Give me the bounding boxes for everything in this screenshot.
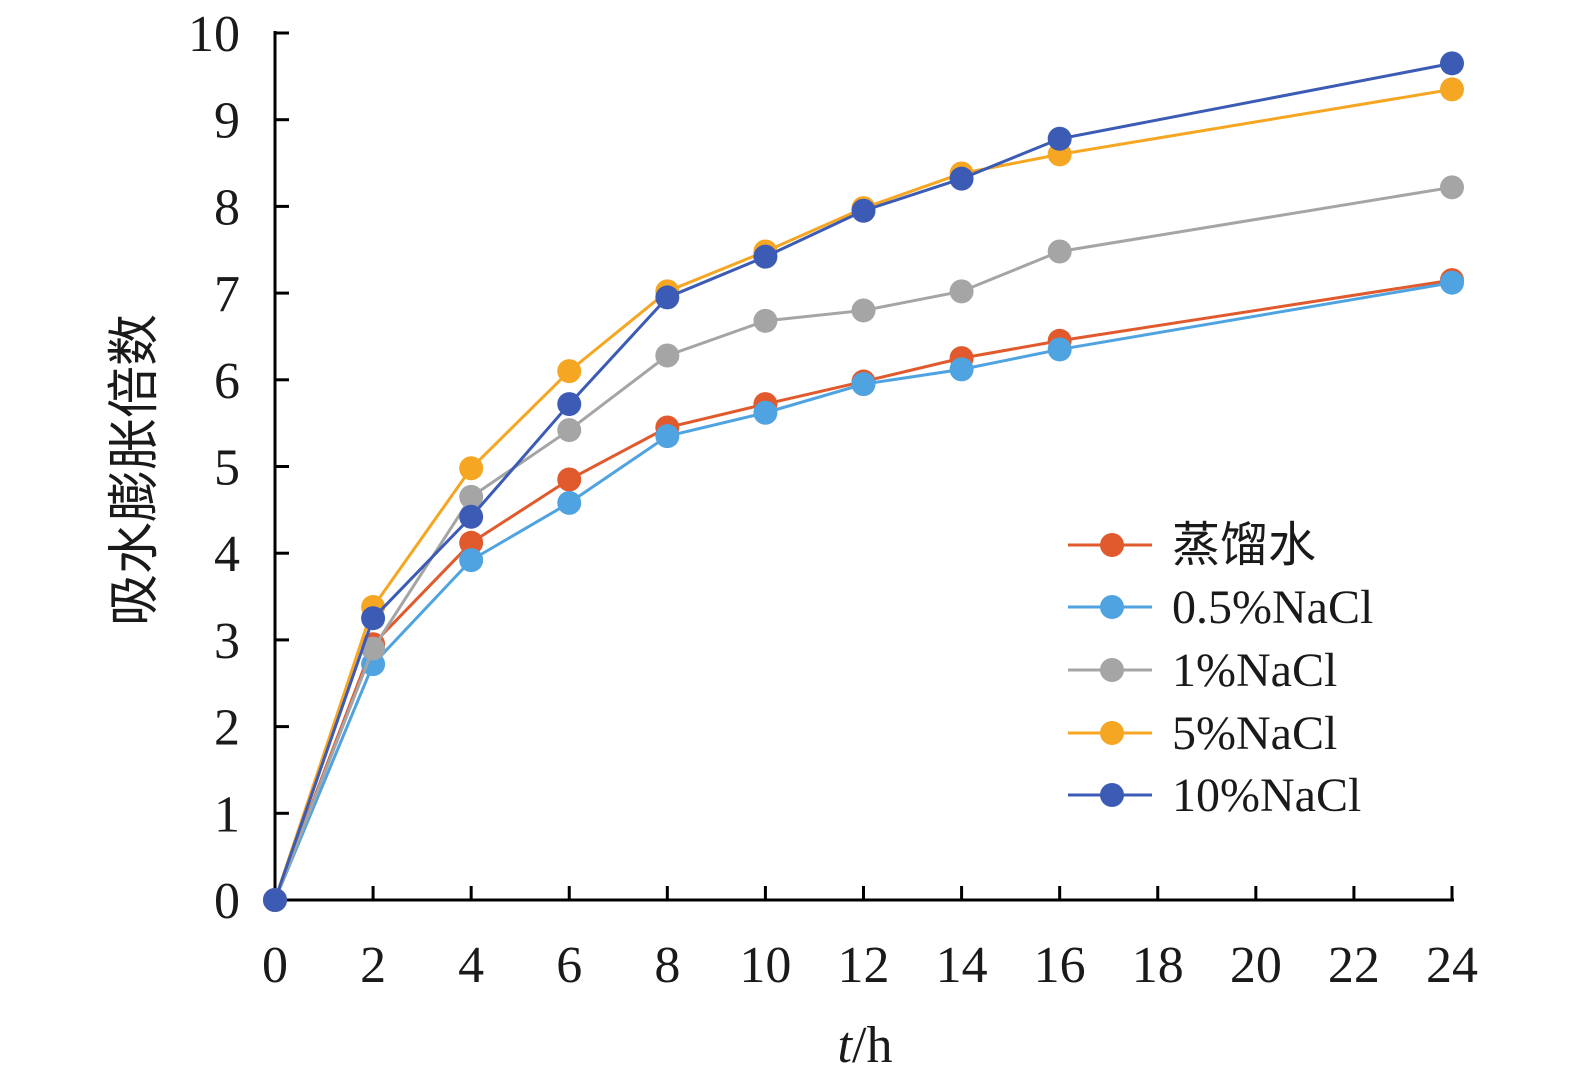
- legend-marker: [1100, 721, 1124, 745]
- data-point: [263, 888, 287, 912]
- legend-marker: [1100, 783, 1124, 807]
- y-tick-label: 10: [188, 6, 240, 63]
- data-point: [655, 424, 680, 449]
- series-line: [273, 278, 1453, 901]
- data-point: [459, 530, 484, 555]
- data-point: [655, 285, 680, 310]
- y-tick-label: 5: [214, 440, 240, 497]
- y-tick-label: 3: [214, 613, 240, 670]
- data-point: [1440, 51, 1464, 76]
- x-tick-label: 24: [1426, 937, 1478, 994]
- series-line: [273, 281, 1453, 901]
- x-axis-title-unit: /h: [852, 1017, 892, 1074]
- legend-label: 0.5%NaCl: [1172, 581, 1373, 634]
- y-tick-label: 7: [214, 266, 240, 323]
- data-point: [1440, 175, 1464, 200]
- data-point: [459, 548, 484, 573]
- data-point: [361, 606, 386, 631]
- legend-item: 蒸馏水: [1068, 519, 1316, 572]
- data-point: [851, 198, 876, 223]
- series-line: [273, 185, 1453, 901]
- x-tick-label: 0: [262, 937, 288, 994]
- data-point: [557, 467, 582, 492]
- x-tick-label: 14: [936, 937, 988, 994]
- x-tick-label: 22: [1328, 937, 1380, 994]
- x-tick-labels: 0 2 4 6 8 10 12 14 16 18 20 22 24: [262, 937, 1478, 994]
- x-tick-label: 10: [739, 937, 791, 994]
- data-point: [1047, 239, 1072, 264]
- series-line: [273, 61, 1453, 901]
- legend-marker: [1100, 595, 1124, 619]
- y-tick-label: 4: [214, 526, 240, 583]
- x-axis-title-variable: t: [838, 1017, 854, 1074]
- legend-item: 10%NaCl: [1068, 769, 1361, 822]
- data-point: [459, 484, 484, 509]
- y-tick-label: 0: [214, 873, 240, 930]
- data-point: [1440, 270, 1464, 295]
- legend-marker: [1100, 533, 1124, 557]
- data-point: [1047, 337, 1072, 362]
- y-tick-label: 8: [214, 179, 240, 236]
- y-tick-label: 1: [214, 786, 240, 843]
- x-tick-label: 2: [360, 937, 386, 994]
- x-axis-title: t/h: [838, 1017, 893, 1074]
- data-point: [753, 308, 778, 333]
- x-tick-label: 6: [556, 937, 582, 994]
- data-point: [851, 372, 876, 397]
- x-tick-label: 12: [838, 937, 890, 994]
- y-tick-label: 9: [214, 93, 240, 150]
- data-point: [459, 504, 484, 529]
- data-point: [557, 392, 582, 417]
- data-point: [1047, 126, 1072, 151]
- x-tick-label: 4: [458, 937, 484, 994]
- data-point: [655, 343, 680, 368]
- data-point: [459, 456, 484, 481]
- x-tick-label: 18: [1132, 937, 1184, 994]
- data-point: [361, 636, 386, 661]
- series-layer: [263, 51, 1464, 912]
- data-point: [949, 166, 974, 191]
- data-point: [753, 244, 778, 269]
- data-point: [851, 298, 876, 323]
- x-tick-label: 8: [654, 937, 680, 994]
- data-point: [1440, 77, 1464, 102]
- data-point: [557, 418, 582, 443]
- series-5: [263, 51, 1464, 912]
- legend-marker: [1100, 658, 1124, 682]
- data-point: [557, 490, 582, 515]
- legend-label: 蒸馏水: [1172, 519, 1316, 572]
- legend: 蒸馏水 0.5%NaCl 1%NaCl 5%NaCl 10%NaCl: [1068, 519, 1373, 822]
- x-tick-label: 20: [1230, 937, 1282, 994]
- series-3: [263, 175, 1464, 912]
- series-line: [273, 87, 1453, 901]
- legend-item: 1%NaCl: [1068, 644, 1337, 697]
- legend-item: 0.5%NaCl: [1068, 581, 1373, 634]
- y-tick-label: 6: [214, 353, 240, 410]
- legend-label: 5%NaCl: [1172, 707, 1337, 760]
- y-axis-title: 吸水膨胀倍数: [107, 314, 164, 626]
- data-point: [949, 279, 974, 304]
- data-point: [753, 400, 778, 425]
- legend-label: 1%NaCl: [1172, 644, 1337, 697]
- y-tick-label: 2: [214, 700, 240, 757]
- x-tick-label: 16: [1034, 937, 1086, 994]
- legend-label: 10%NaCl: [1172, 769, 1361, 822]
- data-point: [949, 357, 974, 382]
- legend-item: 5%NaCl: [1068, 707, 1337, 760]
- y-tick-labels: 0 1 2 3 4 5 6 7 8 9 10: [188, 6, 240, 930]
- data-point: [557, 359, 582, 384]
